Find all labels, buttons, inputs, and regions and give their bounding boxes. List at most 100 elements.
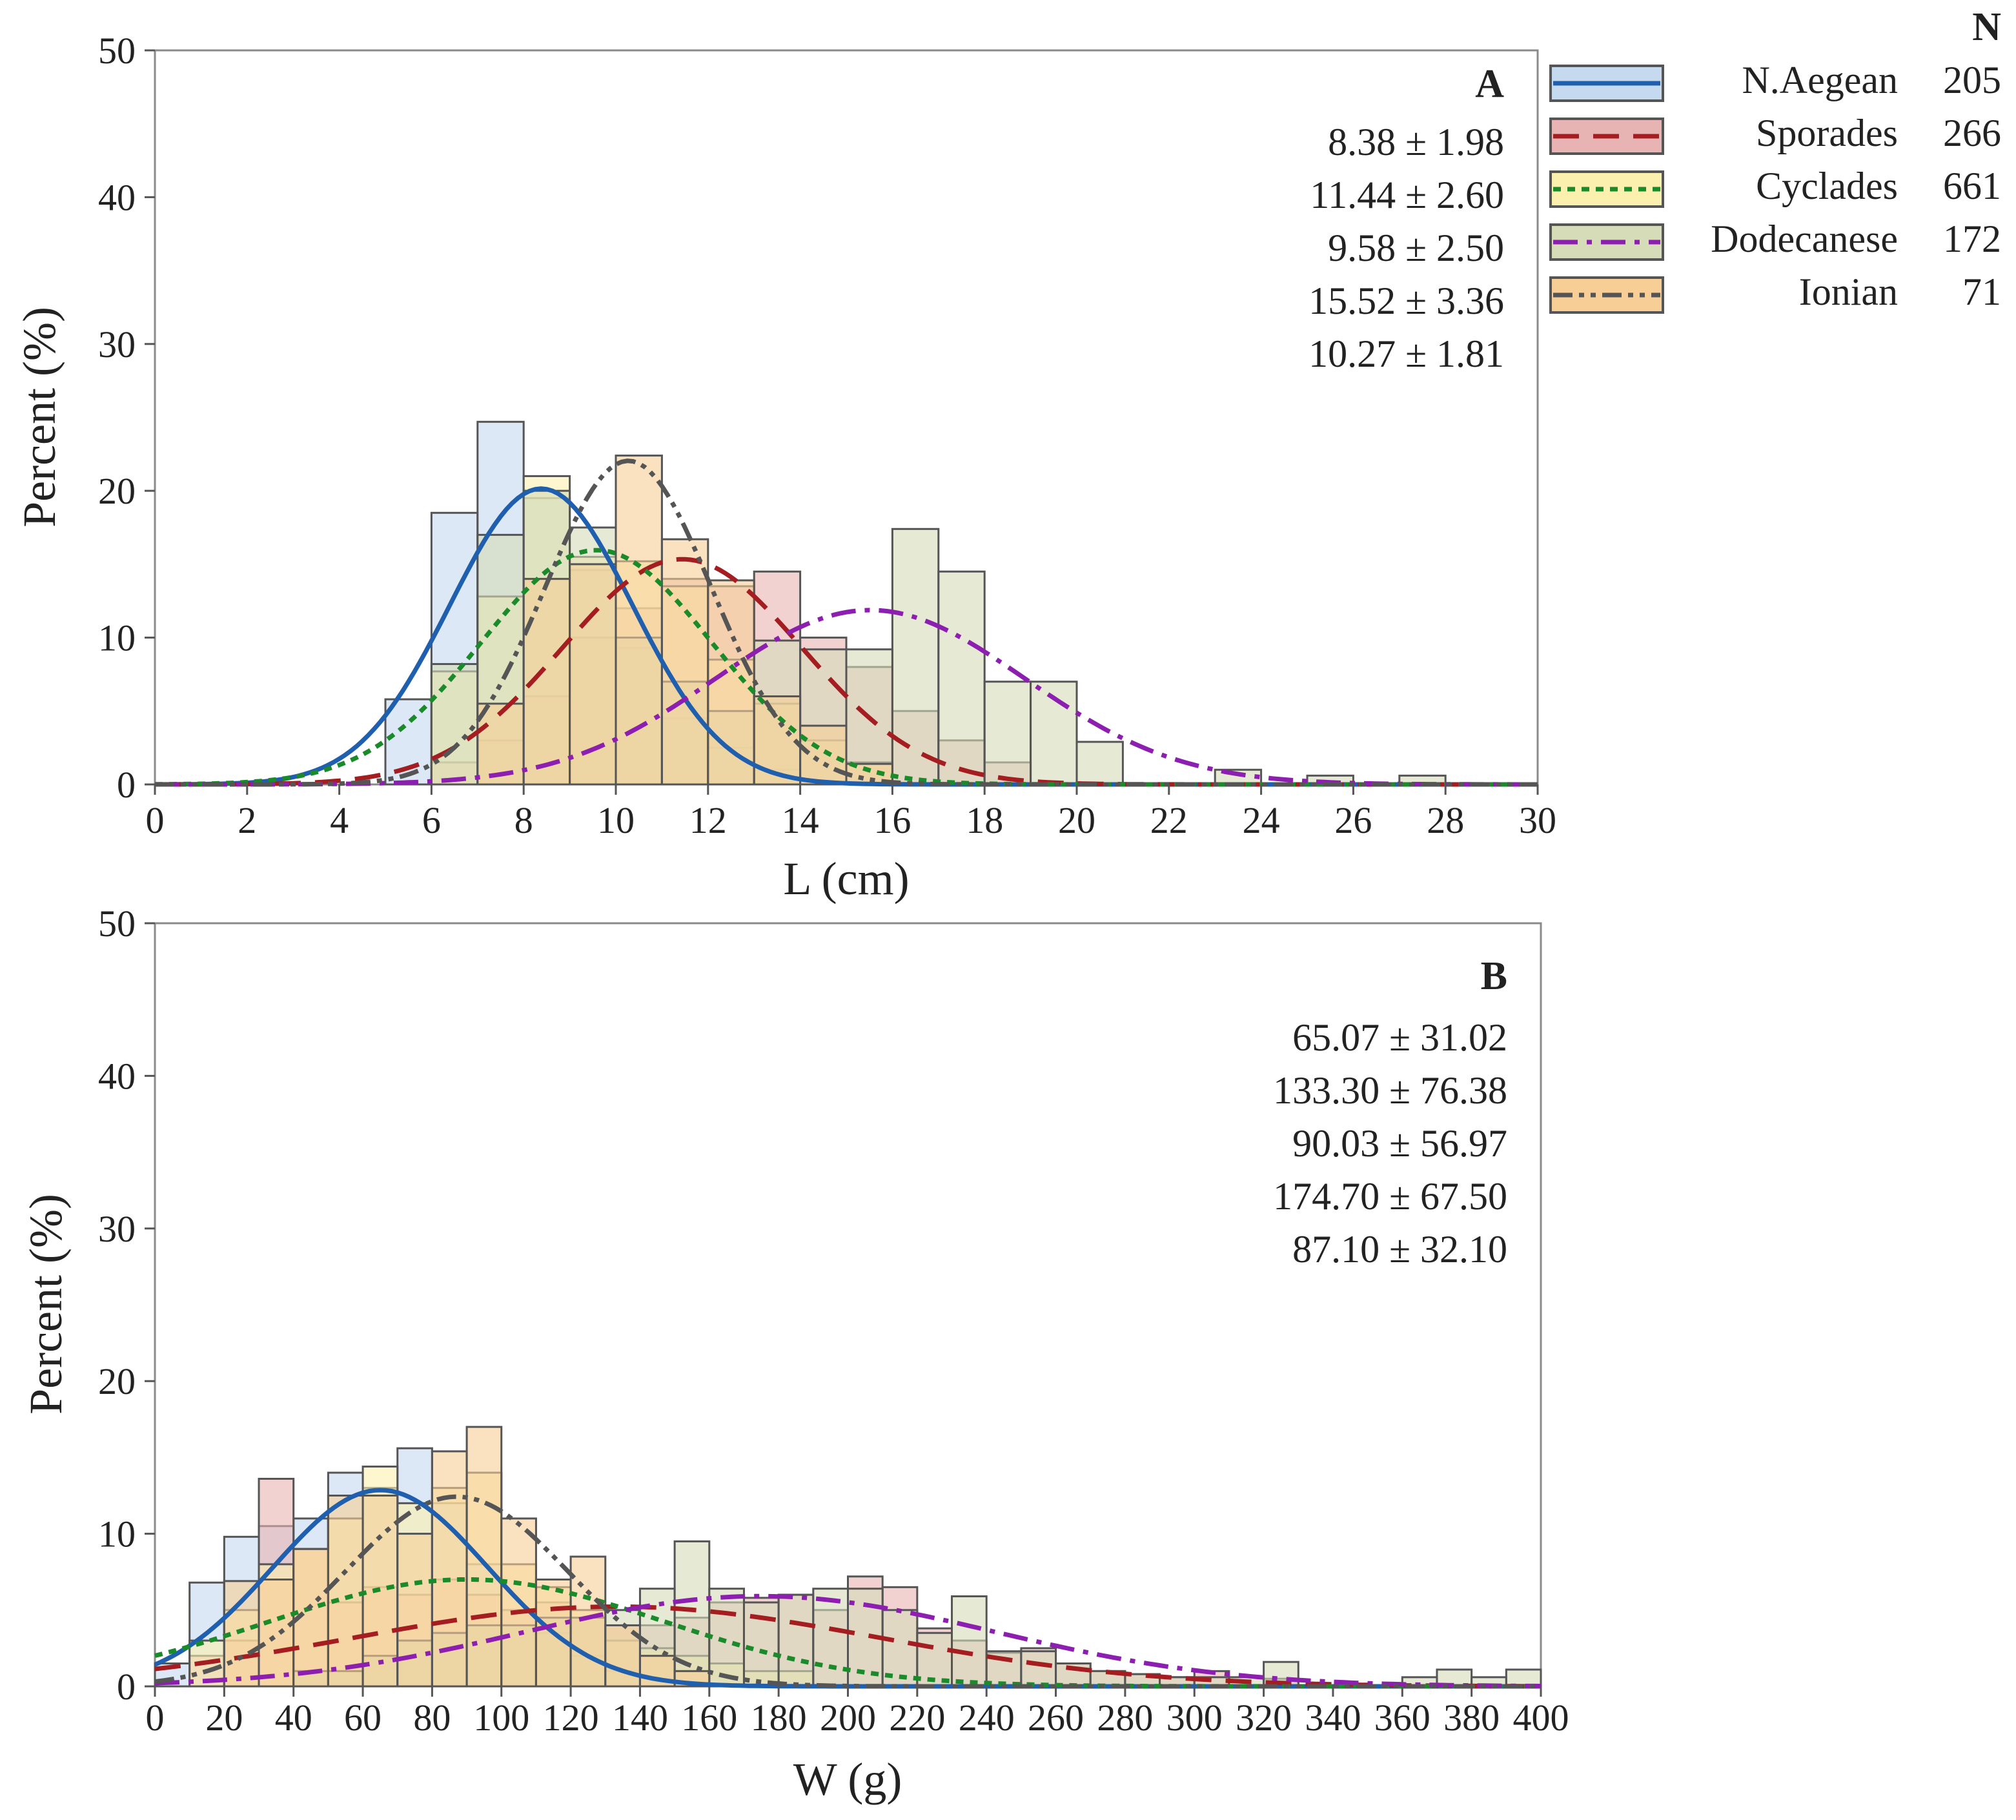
histogram-panel-a: 0 2 4 6 8 10 12 14 16 18 20 22 24 26 28 30 01020304050 … bbox=[14, 30, 1556, 905]
panel-b-y-tick-label: 30 bbox=[98, 1208, 136, 1250]
panel-b-y-tick-label: 40 bbox=[98, 1055, 136, 1097]
panel-a-bar-ionian bbox=[799, 724, 848, 786]
panel-a-x-tick-label: 8 bbox=[514, 799, 533, 841]
panel-b-bar-ionian bbox=[569, 1555, 607, 1688]
panel-a-x-tick-label: 12 bbox=[689, 799, 727, 841]
histogram-panel-b: 0 20 40 60 80 100 120 140 160 180 200 220 240 260 280 3… bbox=[20, 903, 1569, 1805]
panel-a-fit-curve-ionian bbox=[155, 458, 1538, 787]
panel-b-x-tick-label: 120 bbox=[543, 1697, 599, 1739]
panel-b-x-tick-label: 160 bbox=[681, 1697, 737, 1739]
panel-b-x-tick-label: 180 bbox=[751, 1697, 807, 1739]
panel-b-y-axis: 0 10 20 30 40 50 bbox=[98, 903, 155, 1708]
panel-a-x-tick-label: 28 bbox=[1427, 799, 1464, 841]
legend-sample-size: 172 bbox=[1943, 218, 2001, 260]
panel-b-stat: 174.70 ± 67.50 bbox=[1273, 1175, 1507, 1218]
panel-a-bar-dodecanese bbox=[937, 570, 986, 786]
panel-a-y-tick-label: 20 bbox=[98, 470, 136, 512]
panel-a-bar-ionian bbox=[660, 538, 709, 786]
panel-b-stat: 90.03 ± 56.97 bbox=[1292, 1122, 1507, 1165]
panel-b-x-tick-label: 200 bbox=[820, 1697, 876, 1739]
panel-a-stat: 8.38 ± 1.98 bbox=[1328, 121, 1504, 163]
panel-b-x-tick-label: 0 bbox=[146, 1697, 165, 1739]
panel-a-y-tick-label: 10 bbox=[98, 617, 136, 659]
panel-a-x-tick-label: 18 bbox=[966, 799, 1003, 841]
panel-b-x-tick-label: 300 bbox=[1166, 1697, 1223, 1739]
panel-b-bar-dodecanese bbox=[1020, 1650, 1057, 1688]
panel-a-fit-curve-cyclades bbox=[154, 547, 1538, 787]
panel-a-bar-ionian bbox=[753, 695, 802, 786]
panel-b-x-tick-label: 20 bbox=[205, 1697, 243, 1739]
legend-n-header: N bbox=[1972, 5, 2001, 49]
panel-b-bar-ionian bbox=[396, 1533, 433, 1688]
panel-b-bar-dodecanese bbox=[812, 1588, 849, 1688]
panel-a-x-tick-label: 24 bbox=[1243, 799, 1280, 841]
panel-a-y-tick-label: 50 bbox=[98, 30, 136, 72]
panel-b-stat: 87.10 ± 32.10 bbox=[1292, 1228, 1507, 1271]
panel-a-y-tick-label: 0 bbox=[117, 764, 136, 806]
legend-series-name: Sporades bbox=[1756, 112, 1898, 154]
panel-b-fit-curve-sporades bbox=[154, 1604, 1541, 1689]
legend-sample-size: 266 bbox=[1943, 112, 2001, 154]
legend-swatch bbox=[1549, 223, 1664, 261]
panel-a-stat: 9.58 ± 2.50 bbox=[1328, 227, 1504, 269]
panel-b-x-tick-label: 340 bbox=[1305, 1697, 1361, 1739]
panel-b-bar-dodecanese bbox=[708, 1588, 745, 1688]
panel-a-stat: 11.44 ± 2.60 bbox=[1310, 174, 1504, 216]
panel-a-x-tick-label: 16 bbox=[873, 799, 911, 841]
panel-a-y-tick-label: 30 bbox=[98, 323, 136, 365]
panel-b-x-tick-label: 40 bbox=[275, 1697, 312, 1739]
panel-b-fit-curve-ionian bbox=[154, 1494, 1541, 1689]
legend-series-name: Ionian bbox=[1799, 271, 1898, 313]
panel-a-bar-dodecanese bbox=[983, 680, 1032, 786]
panel-b-bar-ionian bbox=[327, 1495, 364, 1688]
panel-a-bar-n-aegean bbox=[384, 698, 433, 786]
panel-b-bar-ionian bbox=[258, 1579, 295, 1688]
legend-sample-size: 71 bbox=[1962, 271, 2001, 313]
panel-b-label: B bbox=[1481, 954, 1507, 998]
panel-a-stat: 10.27 ± 1.81 bbox=[1308, 332, 1504, 375]
legend-item-ionian: Ionian 71 bbox=[1549, 271, 2001, 314]
panel-b-x-tick-label: 60 bbox=[344, 1697, 382, 1739]
panel-b-y-axis-title: Percent (%) bbox=[20, 1194, 72, 1415]
panel-b-bar-dodecanese bbox=[742, 1601, 780, 1688]
panel-b-bar-dodecanese bbox=[673, 1540, 711, 1688]
panel-b-x-axis-title: W (g) bbox=[793, 1754, 902, 1805]
panel-a-x-axis: 0 2 4 6 8 10 12 14 16 18 20 22 24 26 28 30 bbox=[146, 784, 1556, 841]
panel-a-x-tick-label: 0 bbox=[146, 799, 165, 841]
panel-b-y-tick-label: 20 bbox=[98, 1360, 136, 1402]
panel-b-y-tick-label: 10 bbox=[98, 1513, 136, 1555]
legend-item-n-aegean: N.Aegean 205 bbox=[1549, 59, 2001, 102]
panel-a-x-tick-label: 14 bbox=[782, 799, 819, 841]
legend-series-name: Cyclades bbox=[1756, 165, 1898, 207]
panel-b-x-axis: 0 20 40 60 80 100 120 140 160 180 200 220 240 260 280 3… bbox=[146, 1686, 1569, 1739]
panel-a-bars bbox=[384, 420, 1447, 786]
panel-b-x-tick-label: 400 bbox=[1513, 1697, 1569, 1739]
legend-item-dodecanese: Dodecanese 172 bbox=[1549, 218, 2001, 261]
panel-b-x-tick-label: 360 bbox=[1374, 1697, 1431, 1739]
legend-series-name: N.Aegean bbox=[1742, 59, 1898, 101]
panel-b-x-tick-label: 80 bbox=[413, 1697, 451, 1739]
panel-a-x-tick-label: 6 bbox=[422, 799, 441, 841]
legend-sample-size: 661 bbox=[1943, 165, 2001, 207]
legend-item-cyclades: Cyclades 661 bbox=[1549, 165, 2001, 208]
panel-b-bar-dodecanese bbox=[777, 1593, 815, 1688]
panel-b-bar-dodecanese bbox=[951, 1595, 988, 1688]
panel-a-x-tick-label: 22 bbox=[1150, 799, 1188, 841]
panel-a-fit-curve-sporades bbox=[155, 557, 1538, 787]
panel-a-y-axis-title: Percent (%) bbox=[14, 307, 65, 527]
panel-b-x-tick-label: 220 bbox=[889, 1697, 945, 1739]
panel-a-y-tick-label: 40 bbox=[98, 176, 136, 218]
panel-b-x-tick-label: 320 bbox=[1236, 1697, 1292, 1739]
panel-a-x-tick-label: 10 bbox=[597, 799, 635, 841]
panel-b-x-tick-label: 260 bbox=[1028, 1697, 1084, 1739]
panel-a-y-axis: 0 10 20 30 40 50 bbox=[98, 30, 155, 806]
panel-a-x-tick-label: 30 bbox=[1519, 799, 1556, 841]
panel-b-stat: 133.30 ± 76.38 bbox=[1273, 1069, 1507, 1112]
panel-b-x-tick-label: 100 bbox=[473, 1697, 529, 1739]
panel-b-y-tick-label: 0 bbox=[117, 1666, 136, 1708]
panel-b-stat: 65.07 ± 31.02 bbox=[1292, 1016, 1507, 1059]
legend-series-name: Dodecanese bbox=[1711, 218, 1898, 260]
panel-b-y-tick-label: 50 bbox=[98, 903, 136, 945]
panel-a-x-tick-label: 4 bbox=[330, 799, 349, 841]
